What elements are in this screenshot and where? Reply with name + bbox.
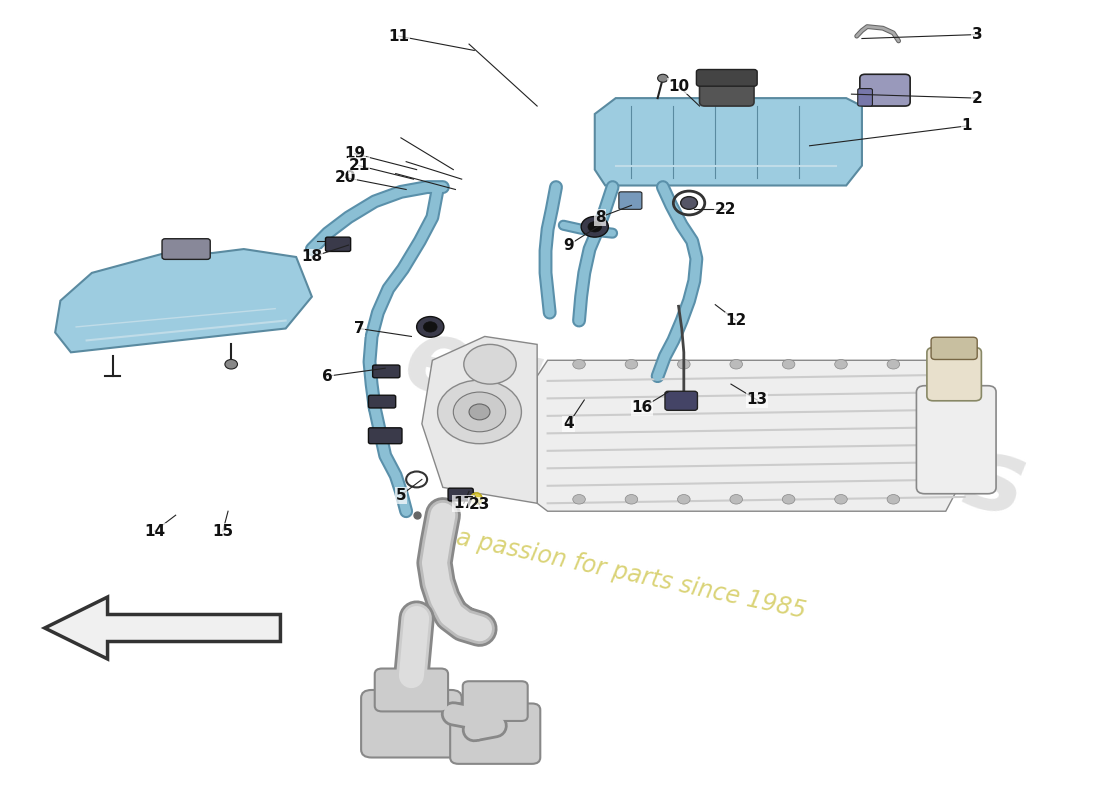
Circle shape	[424, 322, 437, 332]
Circle shape	[887, 494, 900, 504]
FancyBboxPatch shape	[162, 238, 210, 259]
Text: 17: 17	[453, 496, 474, 510]
Polygon shape	[45, 597, 280, 659]
Text: 7: 7	[354, 321, 364, 336]
FancyBboxPatch shape	[448, 488, 473, 501]
Circle shape	[782, 494, 795, 504]
Circle shape	[438, 380, 521, 444]
Circle shape	[658, 74, 668, 82]
Text: 12: 12	[726, 313, 747, 328]
Circle shape	[681, 197, 697, 210]
Text: 2: 2	[971, 90, 982, 106]
FancyBboxPatch shape	[619, 192, 642, 210]
Polygon shape	[55, 249, 312, 352]
Text: eurospares: eurospares	[396, 310, 1035, 537]
Text: a passion for parts since 1985: a passion for parts since 1985	[454, 526, 808, 624]
FancyBboxPatch shape	[361, 690, 462, 758]
Circle shape	[730, 494, 743, 504]
Text: 6: 6	[322, 369, 333, 384]
Text: 8: 8	[595, 210, 605, 225]
Polygon shape	[422, 337, 537, 503]
Circle shape	[469, 404, 490, 420]
FancyBboxPatch shape	[860, 74, 910, 106]
FancyBboxPatch shape	[696, 70, 757, 86]
Text: 20: 20	[334, 170, 356, 185]
Text: 11: 11	[388, 29, 409, 44]
Circle shape	[464, 344, 516, 384]
Circle shape	[835, 359, 847, 369]
Circle shape	[835, 494, 847, 504]
FancyBboxPatch shape	[326, 237, 351, 251]
Text: 3: 3	[972, 27, 982, 42]
Circle shape	[625, 494, 638, 504]
Text: 16: 16	[631, 401, 652, 415]
Polygon shape	[595, 98, 862, 186]
Circle shape	[887, 359, 900, 369]
FancyBboxPatch shape	[368, 428, 402, 444]
FancyBboxPatch shape	[450, 703, 540, 764]
FancyBboxPatch shape	[375, 669, 448, 711]
FancyBboxPatch shape	[931, 338, 977, 359]
Text: 18: 18	[301, 250, 322, 265]
Circle shape	[573, 359, 585, 369]
Circle shape	[224, 359, 238, 369]
FancyBboxPatch shape	[373, 365, 400, 378]
Text: 10: 10	[668, 78, 689, 94]
Text: 1: 1	[961, 118, 972, 134]
Text: 4: 4	[563, 416, 574, 431]
Text: 14: 14	[144, 523, 165, 538]
FancyBboxPatch shape	[368, 395, 396, 408]
Text: 5: 5	[396, 488, 406, 503]
Circle shape	[730, 359, 743, 369]
Circle shape	[588, 222, 602, 232]
Text: 19: 19	[344, 146, 365, 162]
FancyBboxPatch shape	[700, 76, 754, 106]
FancyBboxPatch shape	[927, 347, 981, 401]
FancyBboxPatch shape	[916, 386, 997, 494]
Text: 21: 21	[349, 158, 370, 173]
Circle shape	[678, 494, 690, 504]
Polygon shape	[537, 360, 967, 511]
Circle shape	[581, 217, 608, 237]
Text: 13: 13	[747, 393, 768, 407]
FancyBboxPatch shape	[463, 682, 528, 721]
FancyBboxPatch shape	[666, 391, 697, 410]
Text: 22: 22	[715, 202, 737, 217]
Text: 23: 23	[469, 498, 491, 512]
FancyBboxPatch shape	[858, 89, 872, 106]
Text: 15: 15	[212, 523, 233, 538]
Circle shape	[417, 317, 444, 338]
Circle shape	[573, 494, 585, 504]
Circle shape	[782, 359, 795, 369]
Circle shape	[678, 359, 690, 369]
Text: 9: 9	[563, 238, 574, 253]
Circle shape	[625, 359, 638, 369]
Circle shape	[453, 392, 506, 432]
